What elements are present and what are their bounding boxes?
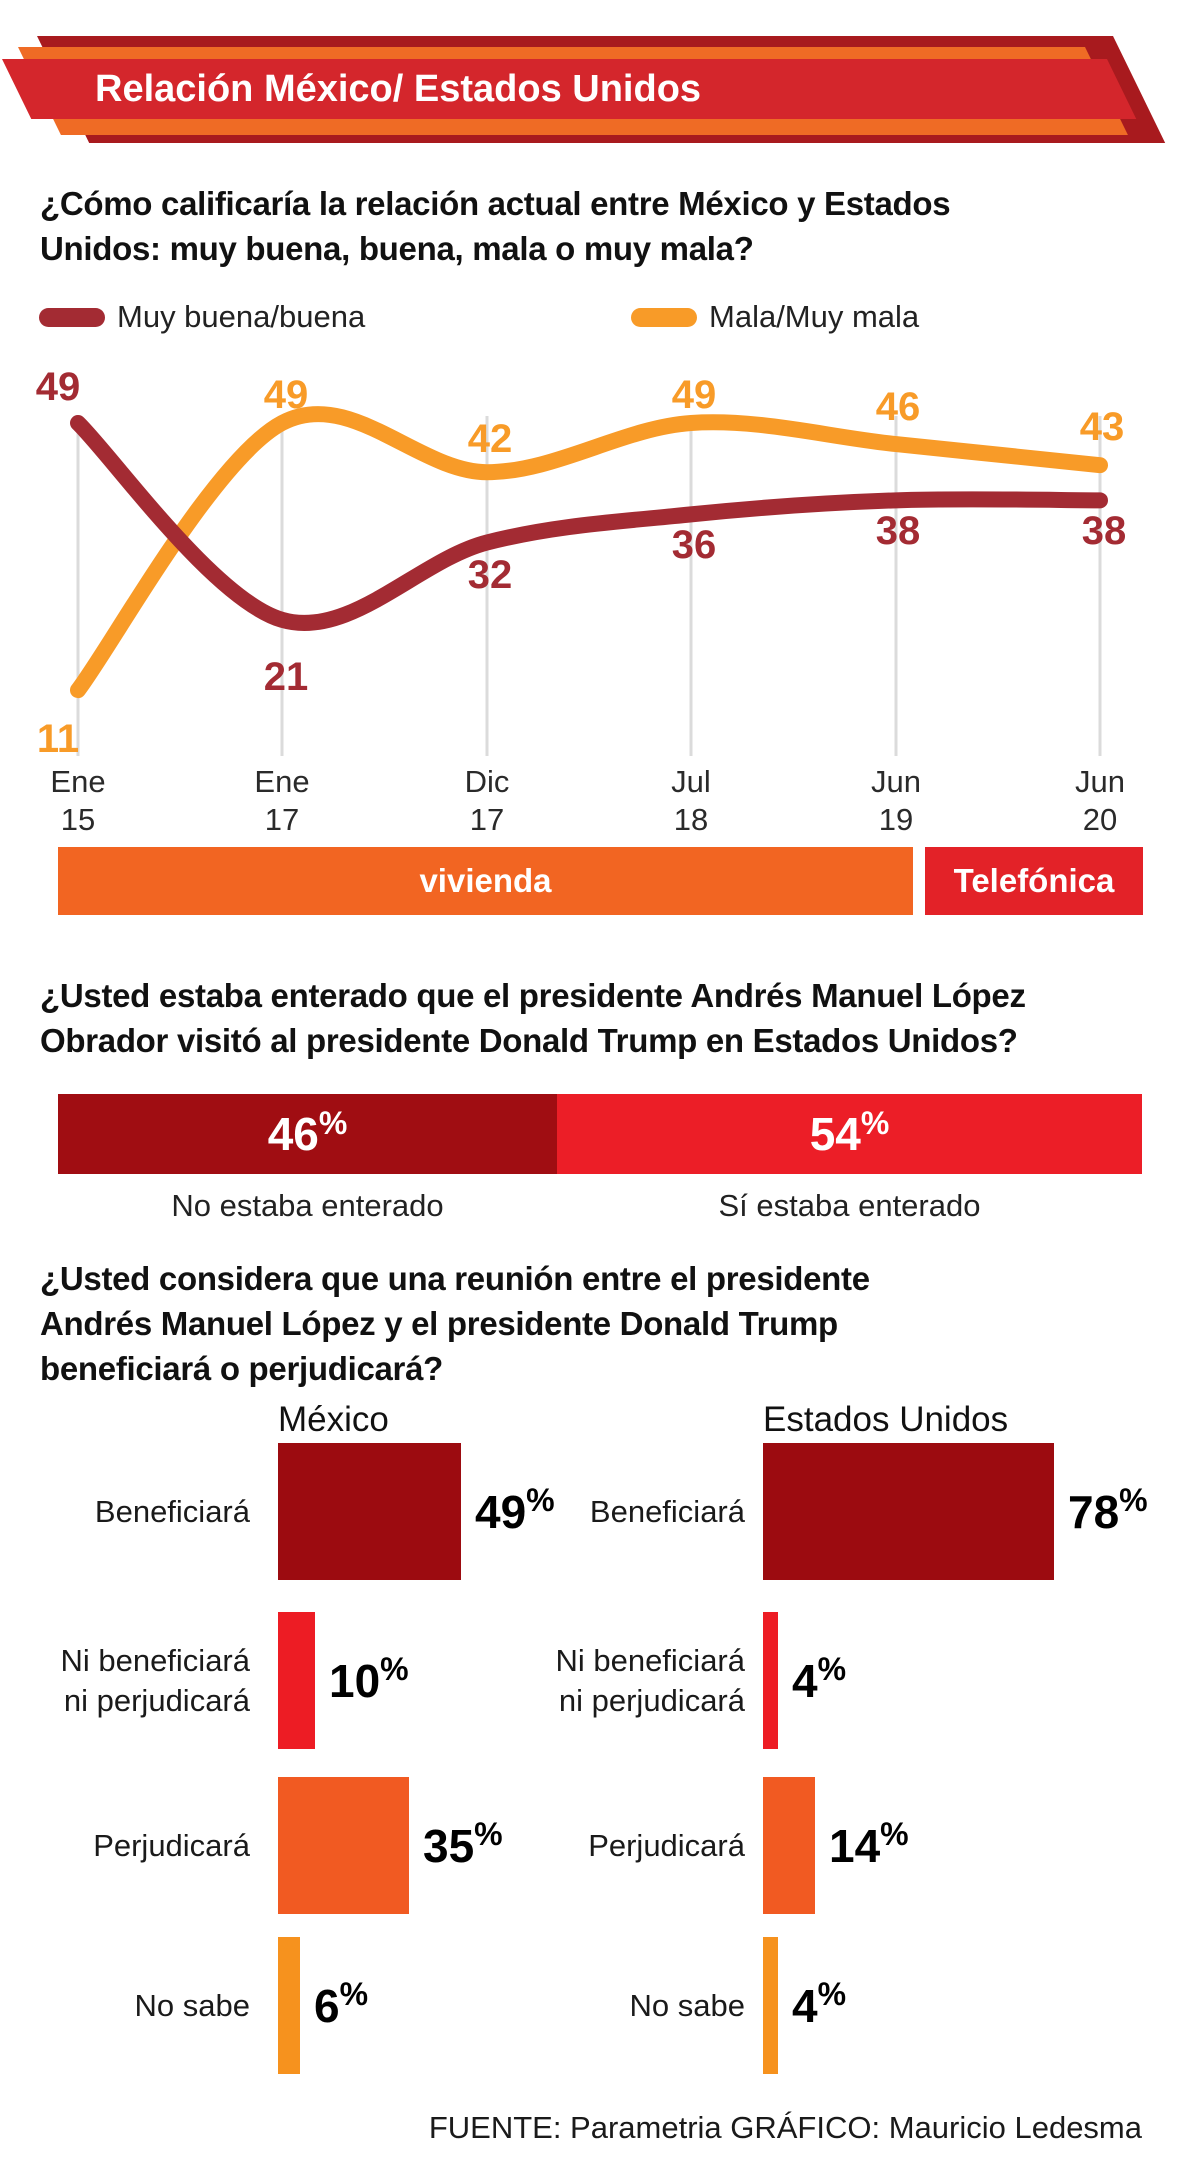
column-header-estados-unidos: Estados Unidos (763, 1400, 1009, 1439)
meeting-value-unit: % (474, 1816, 503, 1852)
x-tick-label: Ene (254, 764, 309, 799)
meeting-bar-value: 4% (792, 1612, 846, 1749)
data-label: 49 (36, 365, 81, 409)
meeting-value: 10 (329, 1654, 381, 1707)
awareness-segment-1: 54% (557, 1094, 1142, 1174)
series-line-good (70, 415, 1108, 631)
data-label: 49 (264, 373, 309, 417)
meeting-value-unit: % (526, 1482, 555, 1518)
row-label-perjudicar-: Perjudicará (93, 1827, 250, 1863)
legend-label-bad: Mala/Muy mala (709, 299, 920, 334)
meeting-value-unit: % (817, 1976, 847, 2012)
meeting-value: 14 (829, 1819, 881, 1872)
question-awareness-line2: Obrador visitó al presidente Donald Trum… (40, 1022, 1018, 1059)
legend-label-good: Muy buena/buena (117, 299, 366, 334)
data-label: 32 (468, 553, 513, 597)
question-relation-line2: Unidos: muy buena, buena, mala o muy mal… (40, 230, 754, 267)
awareness-segment-value: 54 (809, 1108, 861, 1160)
data-label: 38 (1082, 509, 1127, 553)
meeting-bar-value: 6% (314, 1937, 368, 2074)
row-label-perjudicar-: Perjudicará (588, 1827, 745, 1863)
meeting-bar-m-xico-2 (278, 1777, 409, 1914)
awareness-caption-1: Sí estaba enterado (718, 1188, 981, 1223)
period-bar-telefonica: Telefónica (925, 847, 1143, 915)
x-tick-label: 15 (61, 802, 95, 837)
meeting-bar-m-xico-0 (278, 1443, 461, 1580)
x-tick-label: 19 (879, 802, 913, 837)
awareness-caption-0: No estaba enterado (171, 1188, 444, 1223)
meeting-bar-value: 10% (329, 1612, 409, 1749)
data-label: 21 (264, 655, 309, 699)
awareness-stacked-bar: 46% 54% (58, 1094, 1142, 1174)
meeting-value: 4 (792, 1654, 818, 1707)
meeting-bar-value: 14% (829, 1777, 909, 1914)
meeting-bar-m-xico-1 (278, 1612, 315, 1749)
x-tick-label: Dic (465, 764, 510, 799)
meeting-value-unit: % (817, 1651, 847, 1687)
question-awareness: ¿Usted estaba enterado que el presidente… (40, 973, 1026, 1063)
meeting-value: 6 (314, 1979, 340, 2032)
question-relation: ¿Cómo calificaría la relación actual ent… (40, 181, 951, 271)
meeting-bar-value: 78% (1068, 1443, 1148, 1580)
x-tick-label: 18 (674, 802, 708, 837)
row-label-no-sabe: No sabe (629, 1987, 745, 2023)
x-tick-label: Jun (871, 764, 921, 799)
x-tick-label: Jun (1075, 764, 1125, 799)
source-credit: FUENTE: Parametria GRÁFICO: Mauricio Led… (428, 2110, 1142, 2145)
meeting-bar-value: 35% (423, 1777, 503, 1914)
period-bar-telefonica-label: Telefónica (953, 862, 1115, 899)
meeting-value: 35 (423, 1819, 475, 1872)
series-line-bad (70, 406, 1108, 699)
data-label: 46 (876, 385, 921, 429)
row-label-no-sabe: No sabe (134, 1987, 250, 2023)
question-relation-line1: ¿Cómo calificaría la relación actual ent… (40, 185, 951, 222)
x-tick-label: Ene (50, 764, 105, 799)
row-label-ni-beneficiar-: Ni beneficiará ni perjudicará (60, 1642, 250, 1718)
question-meeting-line1: ¿Usted considera que una reunión entre e… (40, 1260, 870, 1297)
question-meeting-line2: Andrés Manuel López y el presidente Dona… (40, 1305, 838, 1342)
meeting-bar-estados-unidos-1 (763, 1612, 778, 1749)
meeting-bar-estados-unidos-2 (763, 1777, 815, 1914)
meeting-value-unit: % (380, 1651, 409, 1687)
question-meeting: ¿Usted considera que una reunión entre e… (40, 1256, 870, 1391)
meeting-bar-value: 4% (792, 1937, 846, 2074)
meeting-bar-estados-unidos-0 (763, 1443, 1054, 1580)
question-awareness-line1: ¿Usted estaba enterado que el presidente… (40, 977, 1026, 1014)
column-header-mexico: México (278, 1400, 389, 1439)
row-label-beneficiar-: Beneficiará (589, 1493, 745, 1529)
meeting-bar-value: 49% (475, 1443, 555, 1580)
row-label-beneficiar-: Beneficiará (94, 1493, 250, 1529)
data-label: 38 (876, 509, 921, 553)
x-tick-label: 17 (265, 802, 299, 837)
period-bar-vivienda-label: vivienda (419, 862, 552, 899)
question-meeting-line3: beneficiará o perjudicará? (40, 1350, 444, 1387)
data-label: 11 (37, 717, 79, 761)
legend-swatch-bad (631, 308, 697, 327)
awareness-segment-value: 46 (267, 1108, 319, 1160)
x-tick-label: 17 (470, 802, 504, 837)
data-label: 36 (672, 523, 717, 567)
data-label: 49 (672, 373, 717, 417)
meeting-bar-estados-unidos-3 (763, 1937, 778, 2074)
row-label-ni-beneficiar-: Ni beneficiará ni perjudicará (555, 1642, 745, 1718)
meeting-value: 4 (792, 1979, 818, 2032)
meeting-value-unit: % (339, 1976, 369, 2012)
x-tick-label: Jul (671, 764, 711, 799)
page-title: Relación México/ Estados Unidos (95, 68, 702, 110)
meeting-value: 78 (1068, 1485, 1120, 1538)
data-label: 42 (468, 417, 513, 461)
meeting-bar-m-xico-3 (278, 1937, 300, 2074)
meeting-value: 49 (475, 1485, 527, 1538)
period-bar-vivienda: vivienda (58, 847, 913, 915)
awareness-segment-0: 46% (58, 1094, 557, 1174)
x-tick-label: 20 (1083, 802, 1117, 837)
meeting-value-unit: % (880, 1816, 909, 1852)
meeting-value-unit: % (1119, 1482, 1148, 1518)
legend-swatch-good (39, 308, 105, 327)
data-label: 43 (1080, 405, 1125, 449)
